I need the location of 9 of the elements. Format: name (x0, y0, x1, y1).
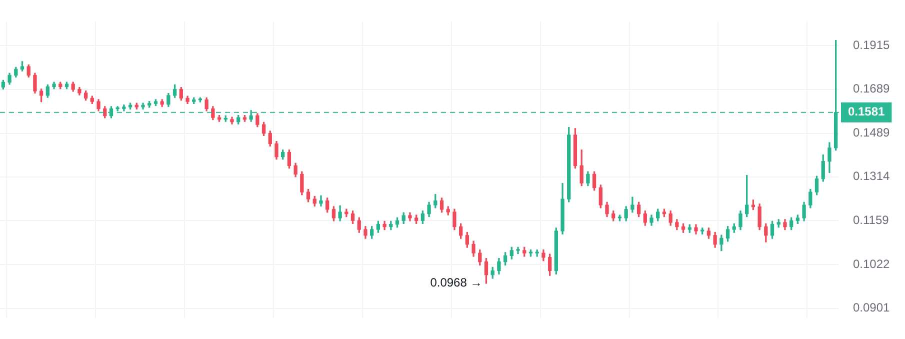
y-tick-label: 0.1314 (853, 169, 890, 184)
y-tick-label: 0.0901 (853, 300, 890, 315)
ref-line-label: 0.1581 (848, 104, 886, 119)
y-tick-label: 0.1689 (853, 82, 890, 96)
annotation: 0.0968 → (430, 276, 482, 290)
y-tick-label: 0.1489 (853, 126, 890, 140)
y-tick-label: 0.1159 (853, 212, 890, 227)
y-tick-label: 0.1022 (853, 256, 890, 271)
y-tick-label: 0.1915 (853, 38, 890, 52)
